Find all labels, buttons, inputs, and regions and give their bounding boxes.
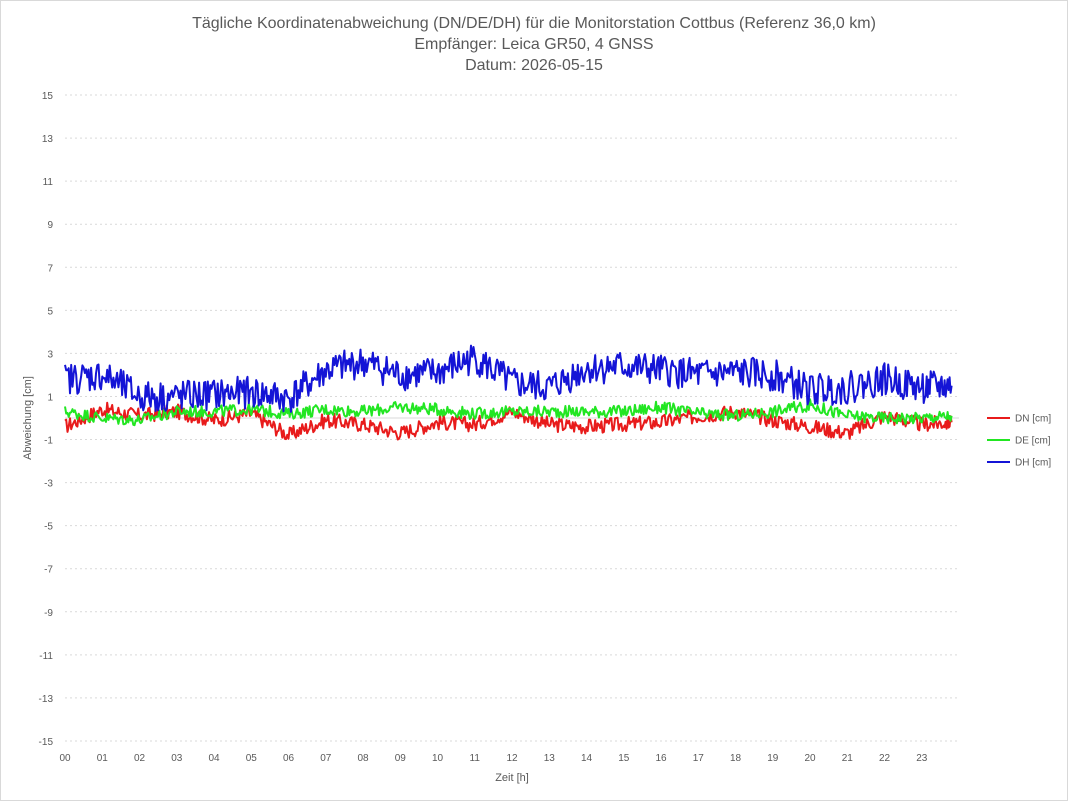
x-tick-label: 13 (544, 753, 556, 764)
legend-label: DE [cm] (1015, 436, 1051, 447)
x-tick-label: 15 (618, 753, 630, 764)
y-tick-label: -3 (44, 479, 53, 490)
chart-title-line: Empfänger: Leica GR50, 4 GNSS (414, 36, 653, 53)
chart-title-line: Datum: 2026-05-15 (465, 57, 603, 74)
x-tick-label: 10 (432, 753, 444, 764)
x-tick-label: 08 (357, 753, 369, 764)
y-tick-label: -5 (44, 522, 53, 533)
x-tick-label: 20 (804, 753, 816, 764)
y-axis-ticks: 15 13 11 9 7 5 3 1 -1 -3 -5 -7 -9 -11 -13 -15 (39, 91, 54, 748)
x-tick-label: 19 (767, 753, 779, 764)
chart-title: Tägliche Koordinatenabweichung (DN/DE/DH… (192, 15, 876, 74)
x-tick-label: 23 (916, 753, 928, 764)
x-tick-label: 11 (470, 753, 481, 764)
legend-label: DH [cm] (1015, 458, 1051, 469)
series-lines (64, 344, 953, 441)
x-tick-label: 14 (581, 753, 593, 764)
x-tick-label: 09 (395, 753, 407, 764)
x-tick-label: 04 (208, 753, 220, 764)
y-tick-label: 13 (42, 134, 54, 145)
x-tick-label: 12 (506, 753, 518, 764)
x-tick-label: 17 (693, 753, 705, 764)
x-tick-label: 02 (134, 753, 146, 764)
x-tick-label: 18 (730, 753, 742, 764)
y-tick-label: 11 (43, 177, 54, 188)
x-tick-label: 03 (171, 753, 183, 764)
x-tick-label: 21 (842, 753, 854, 764)
x-tick-label: 05 (246, 753, 258, 764)
chart-title-line: Tägliche Koordinatenabweichung (DN/DE/DH… (192, 15, 876, 32)
y-tick-label: 1 (47, 392, 53, 403)
y-tick-label: -13 (39, 694, 54, 705)
legend-label: DN [cm] (1015, 414, 1051, 425)
y-tick-label: 15 (42, 91, 54, 102)
y-tick-label: -1 (44, 436, 53, 447)
series-line-dn (64, 401, 953, 441)
x-tick-label: 22 (879, 753, 891, 764)
series-line-dh (64, 344, 953, 413)
legend: DN [cm] DE [cm] DH [cm] (987, 414, 1051, 469)
series-line-de (64, 398, 953, 427)
x-axis-ticks: 00 01 02 03 04 05 06 07 08 09 10 11 12 13 14 15 16 17 18 19… (59, 753, 927, 764)
y-tick-label: 3 (47, 349, 53, 360)
x-tick-label: 16 (655, 753, 667, 764)
y-tick-label: -7 (44, 565, 53, 576)
y-tick-label: 5 (47, 306, 53, 317)
y-tick-label: 7 (47, 263, 53, 274)
x-axis-title: Zeit [h] (495, 772, 529, 784)
y-tick-label: 9 (47, 220, 53, 231)
x-tick-label: 01 (97, 753, 109, 764)
y-tick-label: -15 (39, 737, 54, 748)
y-axis-title: Abweichung [cm] (22, 376, 34, 460)
x-tick-label: 00 (59, 753, 71, 764)
x-tick-label: 07 (320, 753, 332, 764)
y-tick-label: -9 (44, 608, 53, 619)
y-tick-label: -11 (39, 651, 53, 662)
x-tick-label: 06 (283, 753, 295, 764)
